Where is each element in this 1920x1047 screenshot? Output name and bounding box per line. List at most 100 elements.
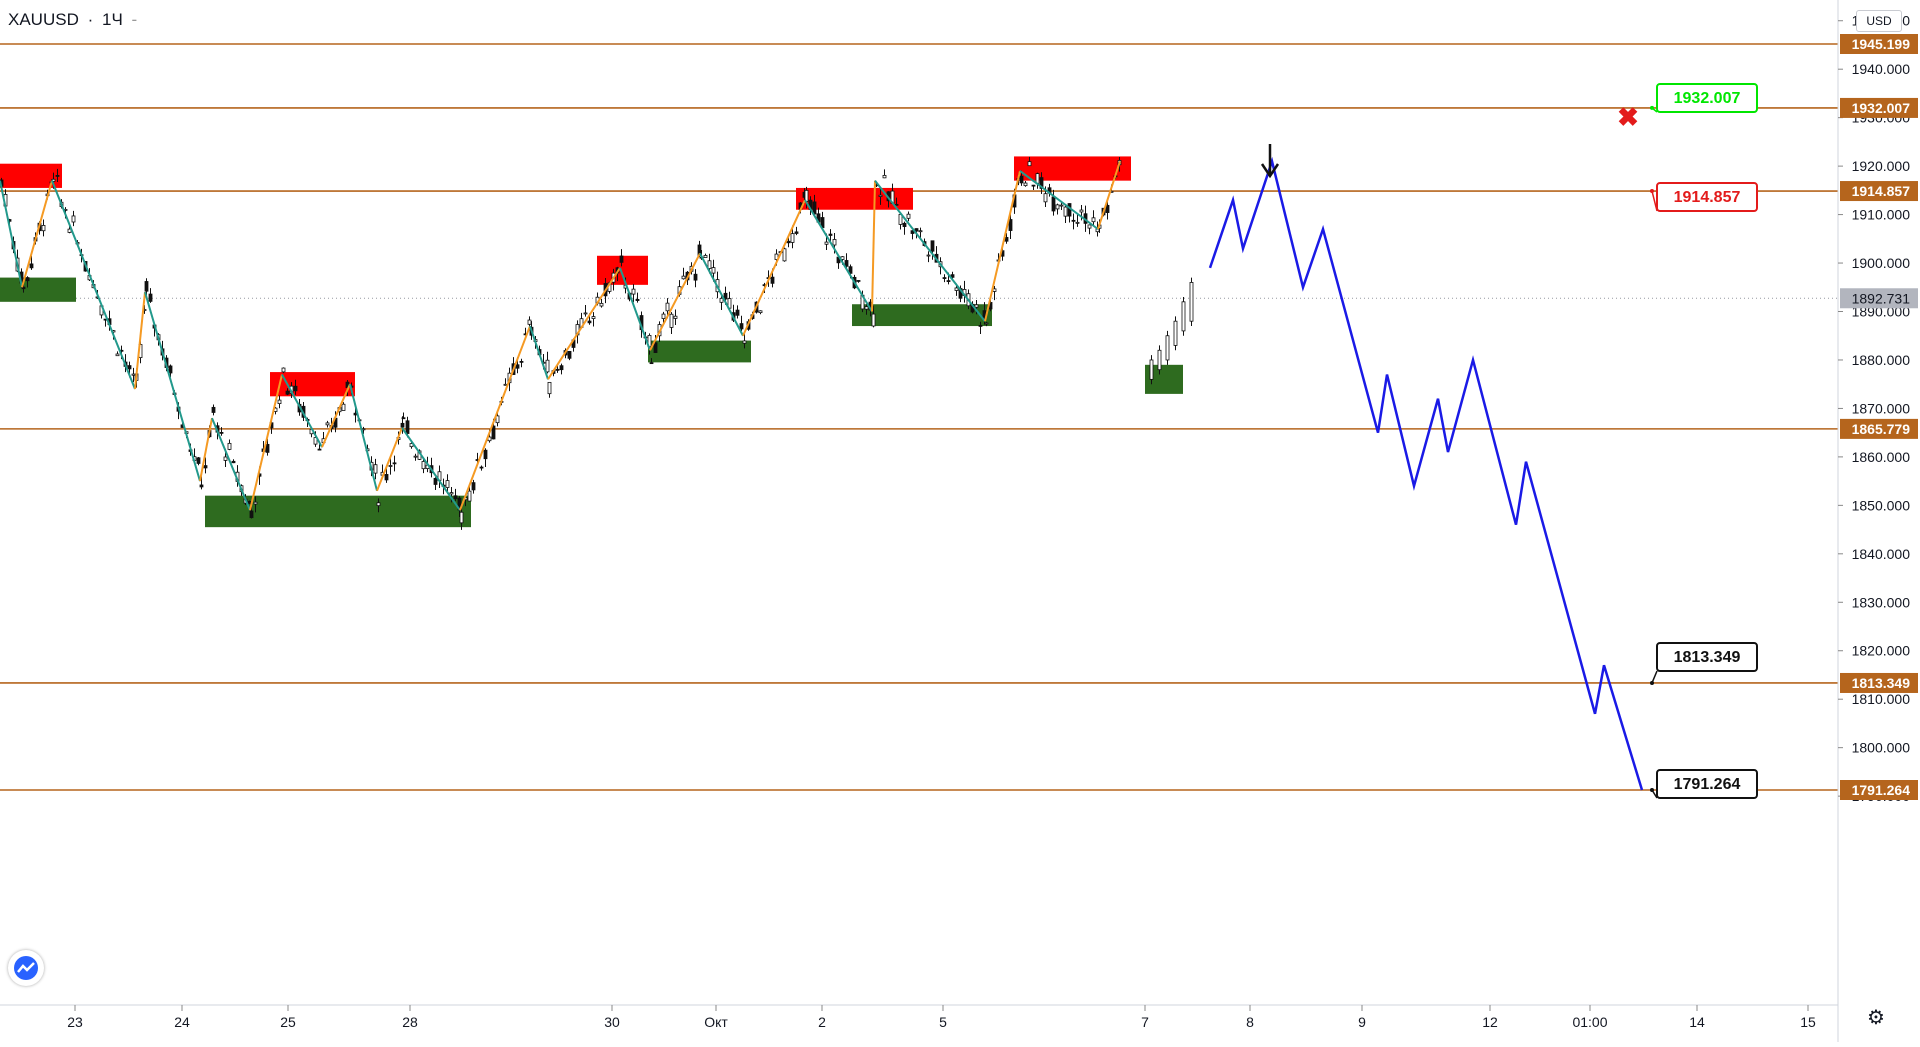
zigzag-segment	[349, 383, 378, 492]
zigzag-segment	[401, 427, 461, 511]
zigzag-segment	[529, 325, 549, 380]
candle-body	[491, 425, 496, 440]
candle-body	[587, 320, 592, 324]
candle-body	[384, 474, 389, 481]
candle-body	[871, 313, 876, 327]
candle-body	[1035, 173, 1040, 184]
candle-body	[824, 241, 829, 245]
candle-body	[392, 462, 397, 465]
gear-icon[interactable]: ⚙	[1867, 1007, 1885, 1029]
currency-button[interactable]: USD	[1856, 10, 1902, 32]
candle-body	[1087, 224, 1092, 229]
candle-body	[848, 266, 853, 274]
zigzag-segment	[51, 180, 136, 390]
level-badge	[1840, 97, 1918, 118]
candle-body	[1031, 184, 1036, 187]
price-tick-label: 1940.000	[1852, 61, 1911, 77]
candle-body	[739, 323, 744, 330]
level-badge-label: 1813.349	[1852, 675, 1911, 691]
callout-label: 1791.264	[1674, 776, 1741, 793]
zigzag-segment	[699, 252, 744, 337]
candle-body	[1181, 301, 1186, 332]
candle-body	[313, 437, 318, 445]
level-badge	[1840, 780, 1918, 800]
level-badge	[1840, 672, 1918, 693]
level-badge-label: 1932.007	[1852, 100, 1911, 116]
candle-body	[545, 359, 550, 373]
candle-body	[559, 365, 564, 371]
date-tick-label: 5	[939, 1014, 947, 1030]
candle-body	[341, 403, 346, 411]
symbol-header[interactable]: XAUUSD · 1Ч -	[8, 10, 141, 30]
candle-body	[223, 456, 228, 461]
candle-body	[631, 288, 636, 295]
candle-body	[483, 449, 488, 460]
candle-body	[946, 280, 951, 282]
date-tick-label: 8	[1246, 1014, 1254, 1030]
date-tick-label: 23	[67, 1014, 83, 1030]
zigzag-segment	[144, 291, 201, 482]
zigzag-segment	[1097, 160, 1121, 230]
current-price-badge	[1840, 288, 1918, 309]
callout-anchor	[1650, 680, 1654, 685]
candle-body	[293, 385, 298, 392]
date-tick-label: Окт	[704, 1014, 728, 1030]
candle-body	[199, 484, 204, 488]
date-tick-label: 7	[1141, 1014, 1149, 1030]
date-tick-label: 28	[402, 1014, 418, 1030]
candle-body	[1051, 196, 1056, 212]
candle-body	[247, 500, 252, 505]
price-tick-label: 1860.000	[1852, 449, 1911, 465]
candle-body	[144, 281, 149, 292]
horizontal-levels	[0, 43, 1838, 791]
candle-body	[1071, 219, 1076, 222]
x-mark-icon: ✖	[1617, 102, 1639, 132]
current-price-label: 1892.731	[1852, 290, 1911, 306]
price-tick-label: 1880.000	[1852, 352, 1911, 368]
demand-zone	[852, 304, 992, 327]
callout-label: 1932.007	[1674, 90, 1741, 107]
callout-anchor	[1650, 788, 1654, 792]
candle-body	[445, 480, 450, 488]
candle-body	[376, 502, 381, 507]
candle-body	[1008, 219, 1013, 231]
tradingview-cloud-icon[interactable]	[8, 950, 44, 986]
demand-zone	[0, 277, 76, 302]
candle-body	[735, 309, 740, 316]
candle-body	[1027, 161, 1032, 167]
candle-body	[828, 233, 833, 236]
forecast-line	[1208, 156, 1644, 791]
candle-body	[41, 225, 46, 232]
callout-box	[1656, 182, 1758, 212]
candle-body	[914, 228, 919, 232]
candle-body	[878, 194, 883, 197]
candle-body	[984, 322, 989, 325]
candle-body	[978, 325, 983, 327]
candle-body	[51, 178, 56, 182]
candle-body	[635, 298, 640, 301]
candle-body	[1043, 193, 1048, 203]
demand-zone	[648, 340, 751, 363]
candle-body	[1055, 204, 1060, 210]
candle-body	[1149, 359, 1154, 380]
candle-body	[1189, 282, 1194, 322]
level-badge-label: 1791.264	[1852, 782, 1911, 798]
candle-body	[786, 240, 791, 244]
zigzag-segment	[874, 180, 986, 322]
candle-body	[21, 286, 26, 290]
price-tick-label: 1830.000	[1852, 594, 1911, 610]
candle-body	[1165, 335, 1170, 361]
callout-box	[1656, 642, 1758, 672]
candle-body	[515, 364, 520, 369]
zigzag-segment	[199, 417, 213, 482]
callout-anchor	[1650, 189, 1654, 194]
candle-body	[277, 399, 282, 404]
candles	[0, 156, 1194, 530]
candle-body	[196, 457, 201, 464]
candle-body	[285, 390, 290, 395]
candle-body	[131, 373, 136, 376]
candle-body	[665, 302, 670, 312]
date-tick-label: 25	[280, 1014, 296, 1030]
